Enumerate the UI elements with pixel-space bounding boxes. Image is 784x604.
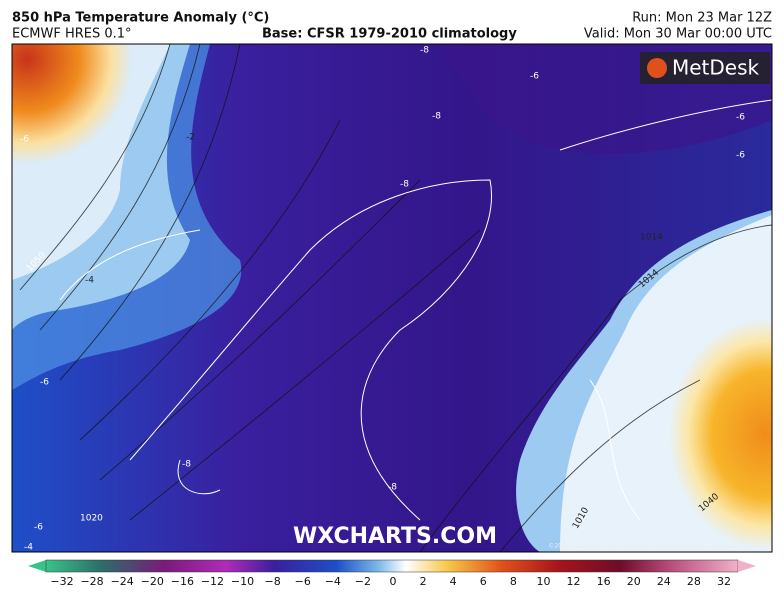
contour-label: -8 <box>420 46 429 56</box>
colorbar-end <box>738 560 756 572</box>
colorbar-label: 8 <box>510 575 517 588</box>
colorbar-label: 6 <box>480 575 487 588</box>
map <box>12 44 772 552</box>
contour-label: -6 <box>736 151 745 161</box>
contour-label: 1014 <box>640 233 663 243</box>
contour-label: -6 <box>530 72 539 82</box>
colorbar-label: −2 <box>355 575 371 588</box>
map-frame <box>11 43 773 553</box>
colorbar-end <box>28 560 46 572</box>
colorbar-label: 28 <box>687 575 701 588</box>
colorbar-label: −12 <box>201 575 224 588</box>
colorbar-label: −24 <box>111 575 134 588</box>
colorbar-label: −10 <box>231 575 254 588</box>
contour-label: -6 <box>20 135 29 145</box>
colorbar-label: 12 <box>567 575 581 588</box>
watermark: WXCHARTS.COM <box>293 524 497 549</box>
contour-label: -2 <box>186 133 195 143</box>
run: Run: Mon 23 Mar 12Z <box>632 11 772 26</box>
colorbar-label: −6 <box>295 575 311 588</box>
valid: Valid: Mon 30 Mar 00:00 UTC <box>584 27 772 42</box>
colorbar-label: −16 <box>171 575 194 588</box>
colorbar-label: 0 <box>390 575 397 588</box>
colorbar-label: 32 <box>717 575 731 588</box>
colorbar-label: 24 <box>657 575 671 588</box>
contour-label: -6 <box>34 523 43 533</box>
contour-label: -6 <box>736 113 745 123</box>
colorbar-label: −8 <box>265 575 281 588</box>
title: 850 hPa Temperature Anomaly (°C) <box>12 11 269 26</box>
contour-label: -8 <box>388 483 397 493</box>
copyright: ©2020 European Centre for Medium-Range W… <box>548 543 766 550</box>
base: Base: CFSR 1979-2010 climatology <box>262 27 517 42</box>
colorbar-label: 16 <box>597 575 611 588</box>
contour-label: -4 <box>85 276 94 286</box>
colorbar-label: 20 <box>627 575 641 588</box>
brand-icon <box>647 58 667 78</box>
colorbar-label: −4 <box>325 575 341 588</box>
contour-label: 1020 <box>80 514 103 524</box>
colorbar-label: −32 <box>50 575 73 588</box>
brand: MetDesk <box>672 56 760 80</box>
contour-label: -8 <box>432 112 441 122</box>
contour-label: -8 <box>182 460 191 470</box>
contour-label: -4 <box>24 543 33 553</box>
colorbar-label: −20 <box>141 575 164 588</box>
colorbar-label: 4 <box>450 575 457 588</box>
colorbar-label: 10 <box>536 575 550 588</box>
contour-label: -6 <box>40 378 49 388</box>
contour-label: -8 <box>400 180 409 190</box>
colorbar-label: −28 <box>80 575 103 588</box>
model: ECMWF HRES 0.1° <box>12 27 132 42</box>
colorbar <box>45 559 739 573</box>
colorbar-label: 2 <box>420 575 427 588</box>
colorbar-labels: −32 −28 −24 −20 −16 −12 −10 −8 −6 −4 −2 0 2 4 6 8 10 12 16… <box>50 575 731 588</box>
